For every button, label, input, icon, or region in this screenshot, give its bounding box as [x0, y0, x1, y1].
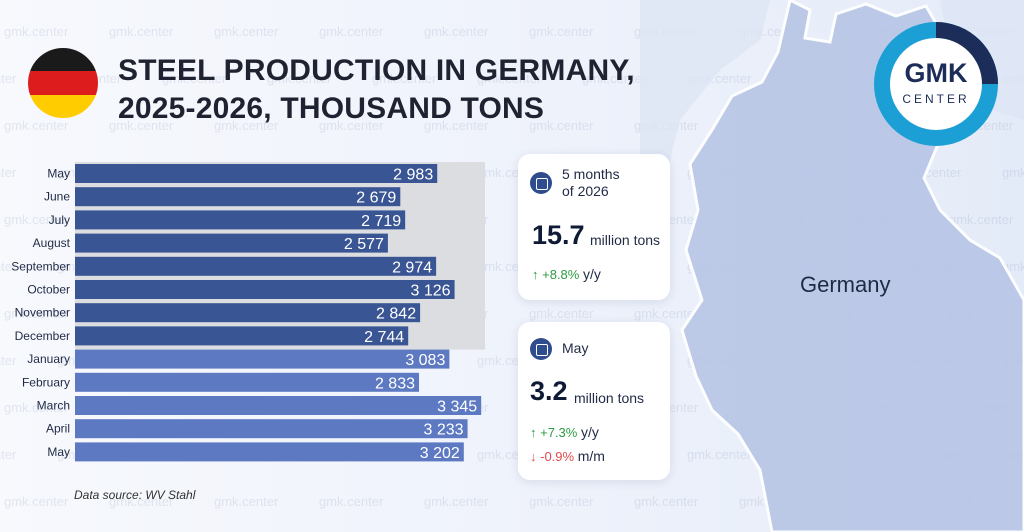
arrow-up-icon: ↑ [530, 425, 537, 440]
category-label: October [27, 283, 70, 297]
change-yoy: ↑ +7.3% y/y [530, 424, 599, 440]
arrow-up-icon: ↑ [532, 267, 539, 282]
category-label: August [33, 236, 71, 250]
watermark-text: gmk.center [0, 71, 17, 86]
bar [75, 280, 455, 299]
data-label: 3 083 [405, 352, 445, 369]
watermark-text: gmk.center [4, 24, 69, 39]
watermark-text: gmk.center [424, 494, 489, 509]
data-label: 2 833 [375, 375, 415, 392]
gmk-center-logo: GMK CENTER [872, 20, 1000, 148]
card-label: May [562, 340, 589, 356]
logo-main-text: GMK [904, 58, 968, 88]
card-value: 3.2 [530, 376, 568, 406]
category-label: December [15, 329, 70, 343]
data-source: Data source: WV Stahl [74, 488, 196, 502]
neighbor-region-shape [640, 0, 770, 220]
category-label: May [47, 445, 70, 459]
category-label: January [27, 352, 70, 366]
bar [75, 303, 421, 323]
calendar-icon [530, 172, 552, 194]
watermark-text: gmk.center [529, 494, 594, 509]
title-line-2: 2025-2026, THOUSAND TONS [118, 92, 545, 125]
data-label: 2 679 [356, 190, 396, 207]
watermark-text: gmk.center [4, 494, 69, 509]
bar [75, 442, 464, 462]
watermark-text: gmk.center [214, 494, 279, 509]
data-label: 3 202 [420, 445, 460, 462]
card-label-line-1: 5 months [562, 166, 620, 182]
map-label: Germany [800, 272, 891, 297]
watermark-text: gmk.center [4, 118, 69, 133]
data-label: 2 842 [376, 306, 416, 323]
change-suffix: y/y [580, 424, 599, 440]
data-label: 3 126 [411, 283, 451, 300]
bar [75, 326, 409, 346]
watermark-text: gmk.center [214, 24, 279, 39]
logo-ring-icon [874, 22, 998, 146]
data-label: 2 577 [344, 236, 384, 253]
card-value: 15.7 [532, 220, 585, 250]
card-label-line-2: of 2026 [562, 183, 609, 199]
category-label: July [49, 213, 70, 227]
data-label: 2 974 [392, 259, 432, 276]
calendar-icon [530, 338, 552, 360]
bar [75, 210, 406, 230]
category-label: March [37, 399, 70, 413]
watermark-text: gmk.center [529, 24, 594, 39]
watermark-text: gmk.center [529, 306, 594, 321]
change-value: +8.8% [542, 267, 580, 282]
category-label: November [15, 306, 70, 320]
category-label: April [46, 422, 70, 436]
flag-stripe-gold [28, 94, 98, 118]
change-value: -0.9% [540, 449, 575, 464]
title-line-1: STEEL PRODUCTION IN GERMANY, [118, 54, 635, 87]
chart-title: STEEL PRODUCTION IN GERMANY, 2025-2026, … [118, 52, 635, 128]
bar-chart: May 2 983 June 2 679 July 2 719 August 2 577 Sep… [11, 162, 485, 462]
data-label: 2 983 [393, 167, 433, 184]
watermark-text: gmk.center [109, 24, 174, 39]
change-mom: ↓ -0.9% m/m [530, 448, 605, 464]
bar [75, 349, 450, 369]
data-label: 3 345 [437, 399, 477, 416]
change-suffix: m/m [577, 448, 605, 464]
change-value: +7.3% [540, 425, 578, 440]
germany-flag-icon [28, 48, 98, 118]
data-label: 3 233 [424, 422, 464, 439]
bar [75, 233, 388, 253]
arrow-down-icon: ↓ [530, 449, 537, 464]
bar [75, 372, 420, 392]
bar [75, 164, 438, 183]
category-label: September [11, 259, 70, 273]
bar [75, 187, 401, 207]
watermark-text: gmk.center [319, 494, 384, 509]
watermark-text: gmk.center [424, 24, 489, 39]
change-yoy: ↑ +8.8% y/y [532, 266, 601, 282]
flag-stripe-red [28, 71, 98, 95]
category-label: February [22, 375, 70, 389]
bar [75, 396, 482, 415]
card-label: 5 months of 2026 [562, 166, 620, 200]
card-unit: million tons [590, 232, 661, 248]
flag-stripe-black [28, 48, 98, 72]
bar [75, 256, 437, 276]
change-suffix: y/y [582, 266, 601, 282]
watermark-text: gmk.center [319, 24, 384, 39]
card-unit: million tons [574, 390, 645, 406]
summary-card-5-months: 5 months of 2026 15.7 million tons ↑ +8.… [518, 154, 670, 300]
bar [75, 419, 468, 439]
category-label: May [47, 167, 70, 181]
data-label: 2 719 [361, 213, 401, 230]
logo-sub-text: CENTER [902, 92, 970, 106]
summary-card-may: May 3.2 million tons ↑ +7.3% y/y ↓ -0.9%… [518, 322, 670, 480]
data-label: 2 744 [364, 329, 404, 346]
category-label: June [44, 190, 70, 204]
